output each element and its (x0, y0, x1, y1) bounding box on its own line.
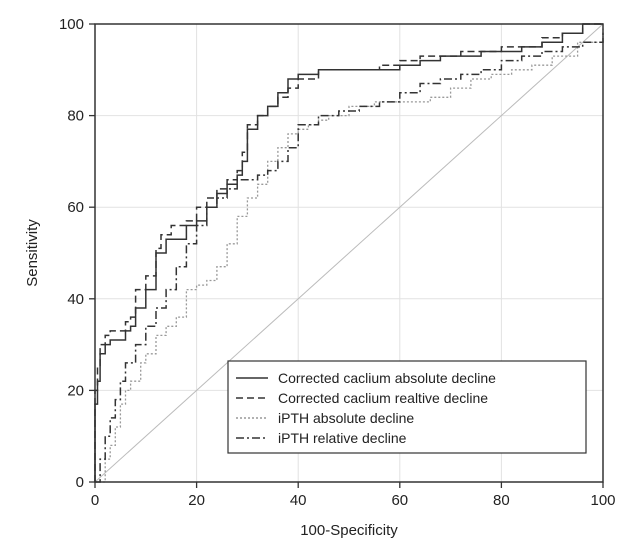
reference-diagonal-line (94, 23, 604, 483)
series-group (94, 23, 604, 483)
x-tick-label: 0 (91, 492, 99, 509)
ticks: 0 20 40 60 80 100 0 20 40 60 80 100 (59, 16, 616, 509)
legend-label: iPTH absolute decline (278, 410, 414, 426)
series-line-4 (95, 33, 604, 483)
plot-frame (94, 23, 604, 483)
y-tick-label: 40 (67, 291, 84, 308)
legend-label: Corrected caclium realtive decline (278, 390, 488, 406)
legend-label: iPTH relative decline (278, 430, 407, 446)
y-axis-title: Sensitivity (24, 219, 41, 287)
series-line-2 (94, 23, 603, 482)
x-axis-title: 100-Specificity (300, 522, 398, 539)
y-tick-label: 60 (67, 199, 84, 216)
series-line-1 (94, 23, 603, 482)
x-tick-label: 80 (493, 492, 510, 509)
y-tick-label: 100 (59, 16, 84, 33)
x-tick-label: 100 (590, 492, 615, 509)
series-line-3 (95, 28, 604, 483)
y-tick-label: 80 (67, 108, 84, 125)
legend-box (227, 360, 587, 454)
y-tick-label: 20 (67, 382, 84, 399)
x-tick-label: 20 (188, 492, 205, 509)
x-tick-label: 60 (391, 492, 408, 509)
legend-label: Corrected caclium absolute decline (278, 370, 496, 386)
legend: Corrected caclium absolute decline Correc… (227, 360, 587, 454)
x-tick-label: 40 (290, 492, 307, 509)
y-tick-label: 0 (76, 474, 84, 491)
